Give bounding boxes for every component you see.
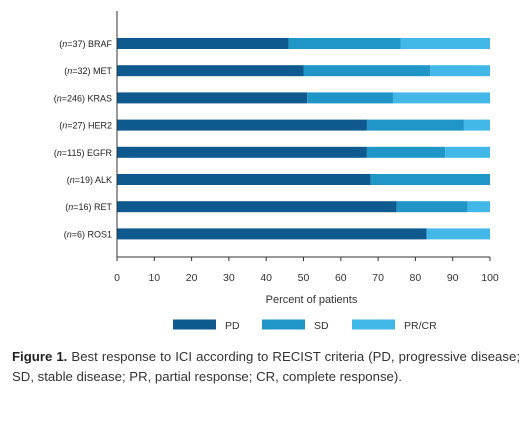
legend-label-pr-cr: PR/CR (404, 320, 437, 332)
x-tick-label-70: 70 (372, 272, 384, 284)
x-tick-label-50: 50 (298, 272, 310, 284)
category-label-egfr: (n=115) EGFR (54, 148, 113, 158)
x-axis-ticks: 0 10 20 30 40 50 60 70 80 90 100 (114, 257, 499, 284)
bar-braf-sd (288, 38, 401, 49)
x-tick-label-30: 30 (223, 272, 235, 284)
legend-swatch-sd (262, 319, 305, 330)
stacked-bar-chart: (n=37) BRAF (n=32) MET (n=246) KRAS (n=27) … (54, 11, 499, 332)
x-tick-label-100: 100 (481, 272, 499, 284)
x-tick-label-10: 10 (148, 272, 160, 284)
legend-label-sd: SD (314, 320, 329, 332)
bar-egfr-pr-cr (445, 146, 490, 158)
category-label-kras: (n=246) KRAS (54, 93, 112, 103)
bars-group (117, 38, 490, 240)
bar-her2-pd (117, 119, 367, 131)
x-tick-label-90: 90 (447, 272, 459, 284)
legend-swatch-pr-cr (352, 319, 395, 330)
bar-her2-sd (366, 119, 464, 131)
x-tick-label-40: 40 (260, 272, 272, 284)
bar-alk-sd (370, 174, 490, 185)
bar-met-pr-cr (430, 65, 490, 77)
category-label-her2: (n=27) HER2 (59, 121, 112, 131)
bar-ret-sd (396, 201, 468, 213)
category-label-alk: (n=19) ALK (67, 175, 112, 185)
category-label-braf: (n=37) BRAF (59, 39, 112, 49)
bar-alk-pd (117, 174, 371, 185)
legend-label-pd: PD (225, 320, 240, 332)
bar-braf-pd (117, 38, 289, 49)
category-label-ret: (n=16) RET (65, 202, 112, 212)
bar-egfr-sd (366, 146, 446, 158)
legend-swatch-pd (173, 319, 216, 330)
bar-kras-sd (307, 92, 394, 104)
category-label-ros1: (n=6) ROS1 (64, 229, 112, 239)
x-tick-label-20: 20 (186, 272, 198, 284)
bar-braf-pr-cr (400, 38, 490, 49)
bar-ros1-pd (117, 228, 427, 240)
bar-kras-pd (117, 92, 308, 104)
category-labels: (n=37) BRAF (n=32) MET (n=246) KRAS (n=27) … (54, 39, 113, 239)
caption-label: Figure 1. (12, 349, 68, 364)
caption-text: Best response to ICI according to RECIST… (12, 349, 520, 384)
bar-her2-pr-cr (463, 119, 490, 131)
bar-met-sd (303, 65, 431, 77)
category-label-met: (n=32) MET (64, 66, 112, 76)
x-tick-label-80: 80 (410, 272, 422, 284)
bar-ret-pd (117, 201, 397, 213)
bar-met-pd (117, 65, 304, 77)
bar-egfr-pd (117, 146, 367, 158)
legend: PD SD PR/CR (173, 319, 437, 332)
x-tick-label-0: 0 (114, 272, 120, 284)
bar-kras-pr-cr (393, 92, 490, 104)
figure-caption: Figure 1. Best response to ICI according… (12, 347, 520, 387)
x-tick-label-60: 60 (335, 272, 347, 284)
bar-ros1-pr-cr (426, 228, 490, 240)
x-axis-label: Percent of patients (266, 294, 358, 306)
bar-ret-pr-cr (467, 201, 490, 213)
